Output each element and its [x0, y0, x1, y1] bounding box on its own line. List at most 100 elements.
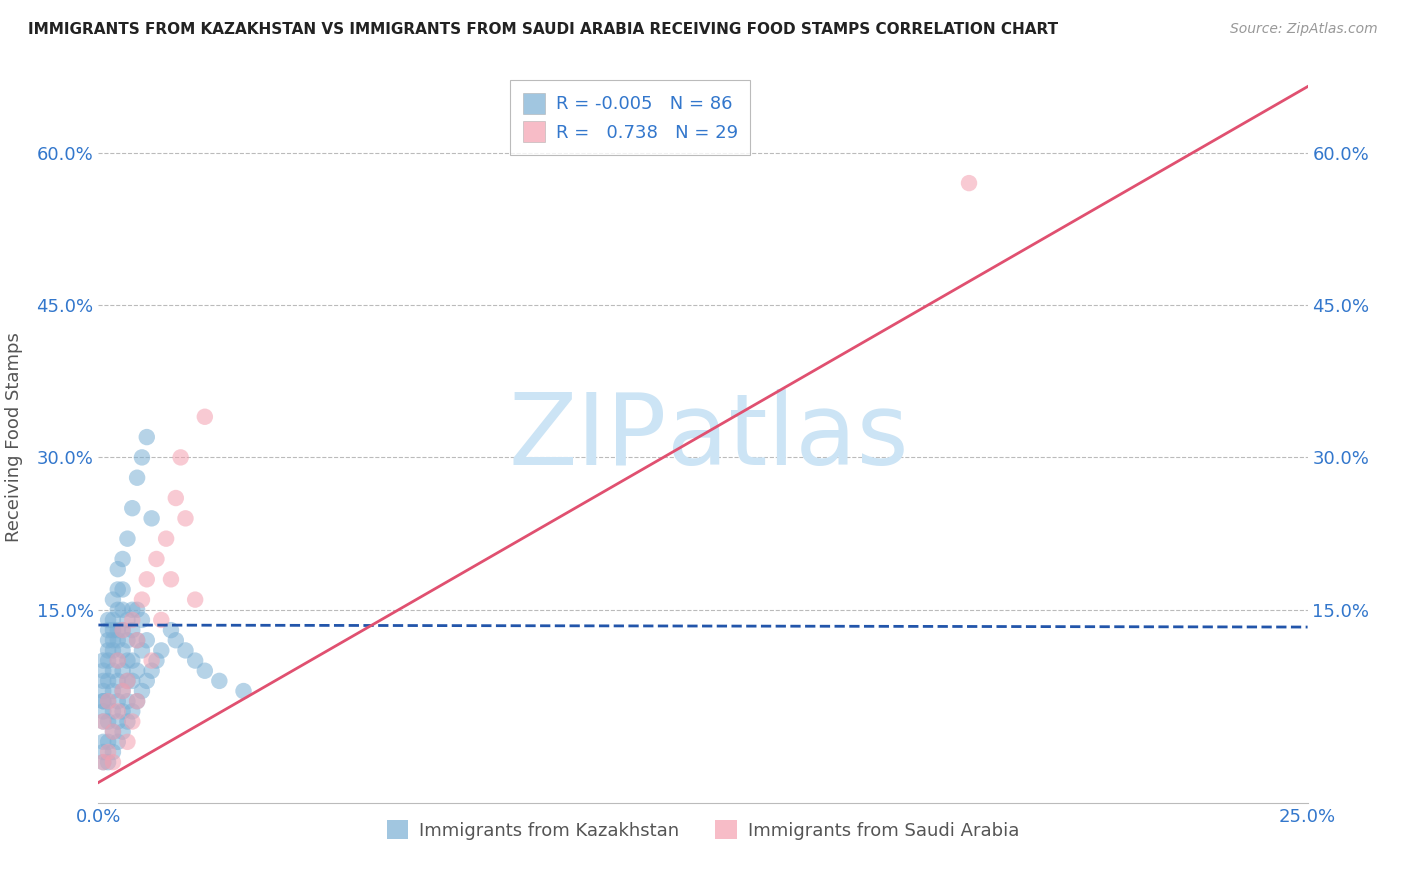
Point: [131, 643, 153, 657]
Point: [91, 755, 114, 769]
Point: [91, 755, 114, 769]
Point: [127, 603, 149, 617]
Point: [107, 714, 129, 729]
Point: [97, 745, 120, 759]
Point: [101, 664, 124, 678]
Point: [91, 654, 114, 668]
Point: [145, 654, 167, 668]
Point: [101, 633, 124, 648]
Point: [165, 491, 187, 505]
Point: [91, 694, 114, 708]
Point: [101, 705, 124, 719]
Point: [121, 705, 143, 719]
Point: [97, 623, 120, 637]
Point: [107, 623, 129, 637]
Text: atlas: atlas: [666, 389, 908, 485]
Point: [91, 714, 114, 729]
Point: [135, 673, 157, 688]
Point: [117, 532, 139, 546]
Point: [174, 511, 197, 525]
Point: [957, 176, 980, 190]
Point: [117, 735, 139, 749]
Point: [101, 643, 124, 657]
Point: [121, 603, 143, 617]
Point: [121, 673, 143, 688]
Point: [194, 409, 217, 424]
Point: [111, 643, 134, 657]
Point: [111, 684, 134, 698]
Point: [97, 633, 120, 648]
Point: [150, 613, 173, 627]
Point: [111, 603, 134, 617]
Point: [91, 673, 114, 688]
Point: [107, 694, 129, 708]
Point: [101, 623, 124, 637]
Point: [131, 450, 153, 465]
Point: [97, 673, 120, 688]
Text: ZIP: ZIP: [509, 389, 666, 485]
Point: [184, 654, 207, 668]
Point: [121, 501, 143, 516]
Point: [117, 714, 139, 729]
Point: [97, 714, 120, 729]
Point: [97, 654, 120, 668]
Point: [111, 582, 134, 597]
Point: [121, 714, 143, 729]
Point: [97, 643, 120, 657]
Point: [111, 724, 134, 739]
Point: [117, 673, 139, 688]
Point: [117, 613, 139, 627]
Point: [117, 673, 139, 688]
Point: [127, 694, 149, 708]
Point: [101, 724, 124, 739]
Point: [101, 745, 124, 759]
Point: [184, 592, 207, 607]
Point: [121, 623, 143, 637]
Text: Source: ZipAtlas.com: Source: ZipAtlas.com: [1230, 22, 1378, 37]
Point: [117, 694, 139, 708]
Y-axis label: Receiving Food Stamps: Receiving Food Stamps: [4, 332, 22, 542]
Point: [121, 613, 143, 627]
Point: [101, 755, 124, 769]
Point: [155, 532, 177, 546]
Point: [101, 592, 124, 607]
Point: [131, 592, 153, 607]
Point: [135, 572, 157, 586]
Point: [111, 623, 134, 637]
Point: [111, 552, 134, 566]
Point: [174, 643, 197, 657]
Point: [169, 450, 191, 465]
Point: [107, 633, 129, 648]
Point: [97, 735, 120, 749]
Point: [91, 735, 114, 749]
Point: [91, 714, 114, 729]
Point: [127, 633, 149, 648]
Point: [97, 613, 120, 627]
Point: [97, 694, 120, 708]
Point: [160, 623, 183, 637]
Point: [91, 705, 114, 719]
Point: [141, 511, 163, 525]
Point: [101, 724, 124, 739]
Point: [121, 654, 143, 668]
Point: [131, 684, 153, 698]
Point: [97, 755, 120, 769]
Point: [117, 633, 139, 648]
Point: [91, 684, 114, 698]
Point: [117, 654, 139, 668]
Point: [208, 673, 231, 688]
Point: [165, 633, 187, 648]
Point: [101, 613, 124, 627]
Legend: Immigrants from Kazakhstan, Immigrants from Saudi Arabia: Immigrants from Kazakhstan, Immigrants f…: [378, 811, 1028, 848]
Point: [107, 582, 129, 597]
Point: [111, 623, 134, 637]
Point: [91, 694, 114, 708]
Point: [131, 613, 153, 627]
Point: [107, 735, 129, 749]
Point: [160, 572, 183, 586]
Point: [141, 664, 163, 678]
Point: [111, 664, 134, 678]
Point: [111, 684, 134, 698]
Point: [127, 471, 149, 485]
Point: [107, 603, 129, 617]
